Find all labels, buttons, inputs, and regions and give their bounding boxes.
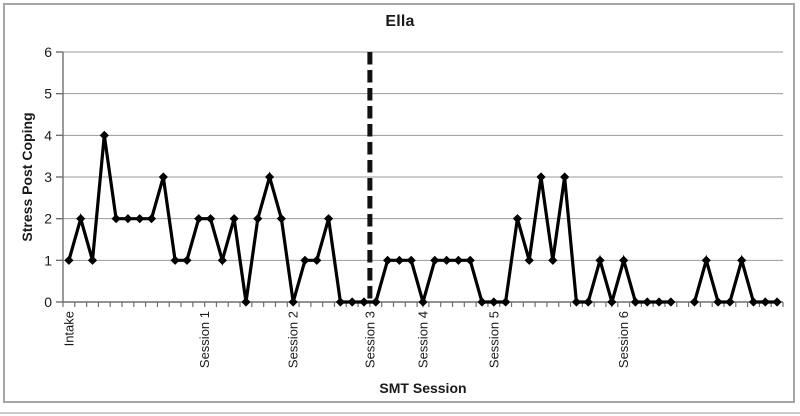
- data-point-marker: [205, 214, 216, 224]
- data-point-marker: [713, 297, 723, 307]
- data-point-marker: [194, 214, 204, 224]
- x-tick-label: Session 6: [616, 311, 631, 368]
- y-tick-label: 0: [44, 294, 52, 310]
- y-tick-label: 6: [44, 44, 52, 60]
- data-point-marker: [217, 255, 227, 265]
- data-point-marker: [323, 214, 334, 224]
- chart-title: Ella: [385, 13, 415, 30]
- x-tick-label: Session 4: [416, 311, 431, 368]
- data-point-marker: [111, 214, 121, 224]
- page-bottom-divider: [0, 412, 800, 414]
- data-point-marker: [760, 297, 770, 307]
- data-point-marker: [477, 297, 487, 307]
- data-point-marker: [229, 214, 239, 224]
- chart-outer-border: [3, 3, 795, 403]
- data-point-marker: [394, 255, 404, 265]
- data-line-segment: [67, 135, 671, 308]
- data-point-marker: [76, 214, 86, 224]
- y-axis-title-text: Stress Post Coping: [19, 112, 35, 242]
- data-point-marker: [642, 297, 652, 307]
- y-tick-label: 5: [44, 86, 52, 102]
- data-point-marker: [241, 297, 251, 307]
- x-tick-label: Session 3: [362, 311, 377, 368]
- y-tick-label: 2: [44, 211, 52, 227]
- data-point-marker: [300, 255, 310, 265]
- x-axis-title: SMT Session: [379, 380, 467, 396]
- data-point-marker: [548, 255, 558, 265]
- y-tick-label: 4: [44, 127, 52, 143]
- data-point-marker: [689, 297, 700, 307]
- data-point-marker: [748, 297, 759, 307]
- y-tick-label: 1: [44, 252, 52, 268]
- data-point-marker: [335, 297, 345, 307]
- data-point-marker: [123, 214, 133, 224]
- data-point-marker: [501, 297, 511, 307]
- data-point-marker: [725, 297, 735, 307]
- data-point-marker: [430, 255, 440, 265]
- data-point-marker: [465, 255, 475, 265]
- data-point-marker: [595, 255, 605, 265]
- x-tick-label: Session 5: [486, 311, 501, 368]
- data-point-marker: [524, 255, 534, 265]
- data-point-marker: [654, 297, 664, 307]
- data-point-marker: [512, 214, 523, 224]
- data-point-marker: [619, 255, 629, 265]
- data-line-segment: [692, 254, 778, 304]
- data-point-marker: [312, 255, 322, 265]
- data-point-marker: [406, 255, 416, 265]
- data-point-marker: [87, 255, 98, 265]
- y-tick-label: 3: [44, 169, 52, 185]
- data-point-marker: [737, 255, 747, 265]
- data-point-marker: [253, 214, 263, 224]
- data-point-marker: [170, 255, 180, 265]
- data-point-marker: [453, 255, 464, 265]
- x-tick-label: Session 2: [286, 311, 301, 368]
- data-point-marker: [182, 255, 192, 265]
- x-tick-label: Intake: [61, 311, 76, 346]
- data-point-marker: [288, 297, 298, 307]
- data-point-marker: [347, 297, 357, 307]
- data-point-marker: [64, 255, 74, 265]
- data-point-marker: [701, 255, 711, 265]
- data-point-marker: [630, 297, 641, 307]
- data-point-marker: [276, 214, 286, 224]
- data-point-marker: [489, 297, 499, 307]
- data-point-marker: [442, 255, 452, 265]
- data-point-marker: [382, 255, 393, 265]
- x-tick-label: Session 1: [197, 311, 212, 368]
- data-point-marker: [371, 297, 381, 307]
- data-point-marker: [146, 214, 157, 224]
- data-point-marker: [99, 130, 109, 140]
- data-point-marker: [418, 297, 428, 307]
- data-point-marker: [359, 297, 369, 307]
- data-point-marker: [607, 297, 617, 307]
- data-point-marker: [158, 172, 168, 182]
- data-point-marker: [264, 172, 275, 182]
- data-point-marker: [560, 172, 570, 182]
- data-point-marker: [571, 297, 582, 307]
- data-point-marker: [772, 297, 782, 307]
- data-point-marker: [135, 214, 145, 224]
- data-point-marker: [583, 297, 593, 307]
- data-point-marker: [536, 172, 546, 182]
- data-point-marker: [666, 297, 676, 307]
